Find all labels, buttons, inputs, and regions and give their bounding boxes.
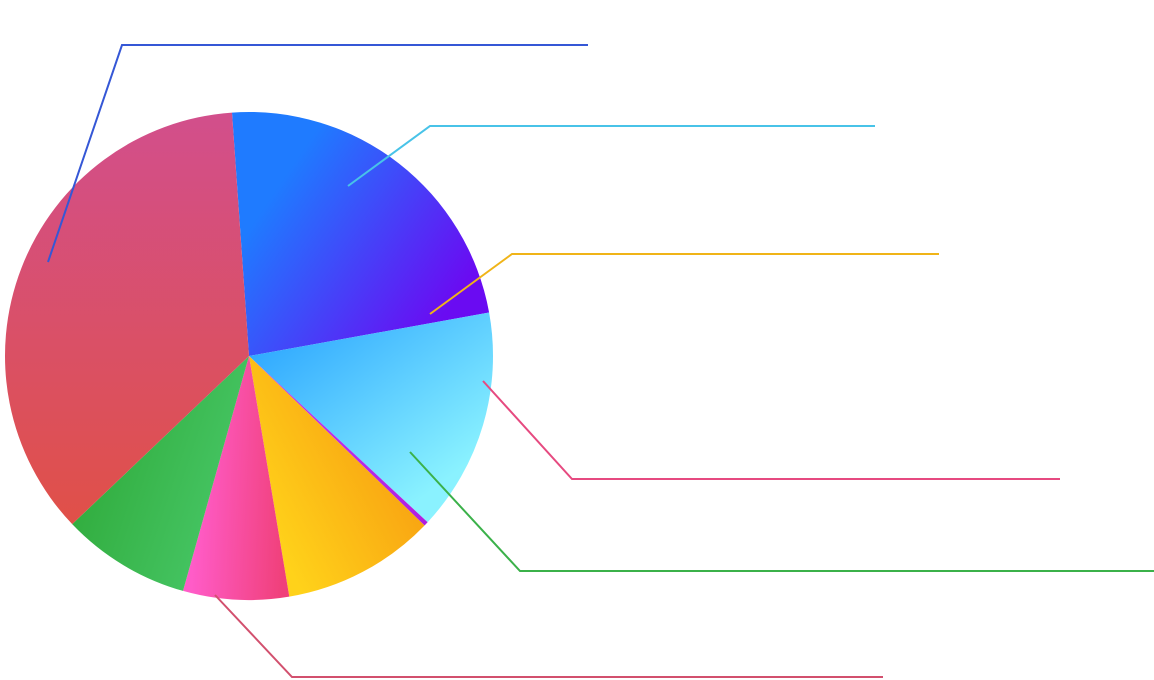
pie-slice-6 <box>72 356 249 591</box>
pie-slice-1 <box>231 111 490 356</box>
pie-slice-5 <box>183 356 290 601</box>
slices-layer <box>4 111 494 601</box>
pie-slice-7 <box>4 112 249 525</box>
pie-slice-3 <box>249 356 428 526</box>
leader-line-6 <box>409 451 1154 572</box>
leader-line-4 <box>429 253 939 315</box>
leader-line-1 <box>47 44 588 263</box>
leader-line-5 <box>482 380 1060 480</box>
pie-slice-4 <box>249 356 425 597</box>
pie-slice-2 <box>249 312 494 523</box>
leader-lines-layer <box>47 44 1154 678</box>
leader-line-7 <box>214 594 883 678</box>
leader-line-2 <box>347 125 875 187</box>
